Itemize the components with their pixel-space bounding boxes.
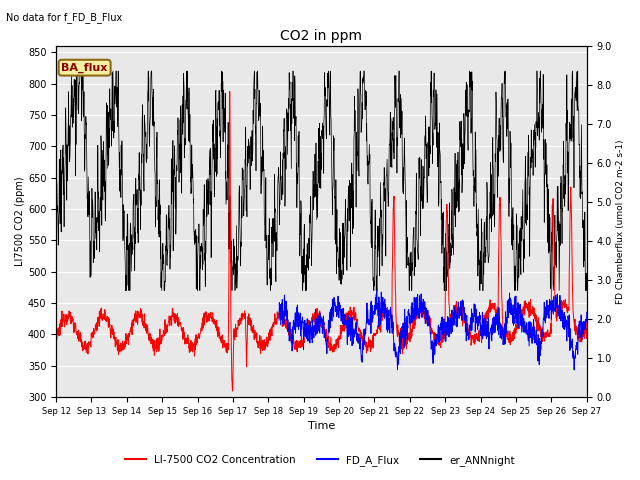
Legend: LI-7500 CO2 Concentration, FD_A_Flux, er_ANNnight: LI-7500 CO2 Concentration, FD_A_Flux, er…	[121, 451, 519, 470]
Text: BA_flux: BA_flux	[61, 62, 108, 73]
Title: CO2 in ppm: CO2 in ppm	[280, 29, 362, 43]
X-axis label: Time: Time	[308, 421, 335, 432]
Y-axis label: FD Chamberflux (umol CO2 m-2 s-1): FD Chamberflux (umol CO2 m-2 s-1)	[616, 139, 625, 304]
Y-axis label: LI7500 CO2 (ppm): LI7500 CO2 (ppm)	[15, 177, 25, 266]
Text: No data for f_FD_B_Flux: No data for f_FD_B_Flux	[6, 12, 123, 23]
